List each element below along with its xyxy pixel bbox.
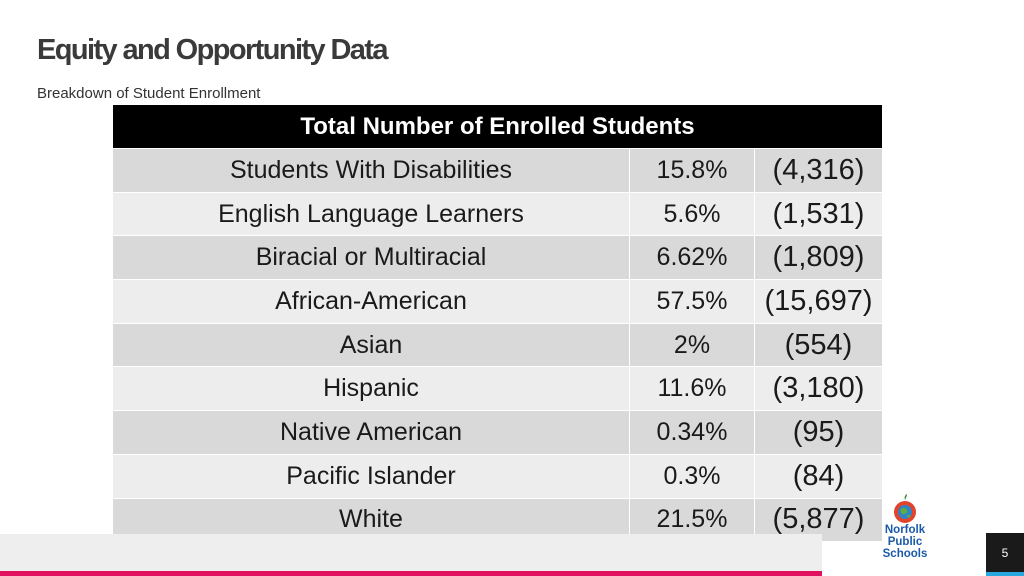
row-percent: 0.34%	[630, 411, 755, 454]
row-percent: 0.3%	[630, 454, 755, 498]
logo-line: Schools	[882, 548, 928, 560]
row-percent: 5.6%	[630, 192, 755, 236]
row-label: Biracial or Multiracial	[113, 236, 630, 280]
row-percent: 57.5%	[630, 280, 755, 323]
table-header: Total Number of Enrolled Students	[113, 105, 882, 148]
row-count: (1,531)	[772, 197, 865, 230]
footer-accent-line	[0, 571, 822, 576]
row-label: English Language Learners	[113, 192, 630, 236]
row-label: Hispanic	[113, 367, 630, 411]
apple-globe-icon	[894, 494, 916, 523]
row-label: African-American	[113, 280, 630, 323]
row-percent: 2%	[630, 323, 755, 367]
table-row: Pacific Islander 0.3% (84)	[113, 453, 882, 498]
row-percent: 15.8%	[630, 149, 755, 192]
table-row: African-American 57.5% (15,697)	[113, 279, 882, 323]
row-label: Pacific Islander	[113, 454, 630, 498]
norfolk-public-schools-logo: Norfolk Public Schools	[878, 494, 932, 572]
row-label: Students With Disabilities	[113, 149, 630, 192]
footer-band	[0, 534, 822, 574]
row-percent: 6.62%	[630, 236, 755, 280]
row-count: (15,697)	[764, 284, 873, 317]
row-count: (3,180)	[772, 372, 865, 405]
row-percent: 21.5%	[630, 498, 755, 542]
row-count: (554)	[784, 328, 853, 361]
slide-title: Equity and Opportunity Data	[37, 34, 389, 66]
row-count: (4,316)	[772, 153, 865, 186]
table-body: Students With Disabilities 15.8% (4,316)…	[113, 148, 882, 542]
logo-line: Public	[887, 536, 923, 548]
row-count: (84)	[792, 459, 845, 492]
table-row: English Language Learners 5.6% (1,531)	[113, 191, 882, 236]
enrollment-table: Total Number of Enrolled Students Studen…	[113, 105, 882, 542]
table-row: Biracial or Multiracial 6.62% (1,809)	[113, 235, 882, 280]
row-count: (95)	[792, 415, 845, 448]
table-row: Hispanic 11.6% (3,180)	[113, 366, 882, 411]
page-number: 5	[986, 533, 1024, 572]
page-number-accent	[986, 572, 1024, 576]
row-label: Native American	[113, 411, 630, 454]
row-percent: 11.6%	[630, 367, 755, 411]
table-row: Asian 2% (554)	[113, 322, 882, 367]
slide-subtitle: Breakdown of Student Enrollment	[37, 85, 261, 102]
table-row: White 21.5% (5,877)	[113, 497, 882, 542]
row-count: (1,809)	[772, 241, 865, 274]
row-count: (5,877)	[772, 503, 865, 536]
row-label: White	[113, 498, 630, 542]
logo-line: Norfolk	[884, 524, 926, 536]
table-row: Students With Disabilities 15.8% (4,316)	[113, 148, 882, 192]
row-label: Asian	[113, 323, 630, 367]
table-row: Native American 0.34% (95)	[113, 410, 882, 454]
